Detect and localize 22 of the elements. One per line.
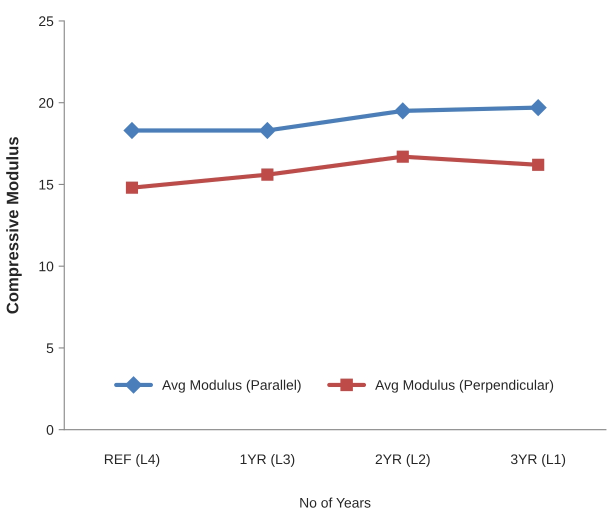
x-tick-label: REF (L4) [104,454,160,467]
point [261,168,274,181]
x-axis-title: No of Years [300,498,370,508]
x-tick-label: 1YR (L3) [240,454,294,467]
y-tick-label: 25 [39,16,54,26]
y-tick-label: 0 [46,425,54,435]
y-tick-label: 5 [46,343,54,354]
y-tick-label: 20 [39,98,54,108]
y-tick-label: 10 [39,262,54,272]
legend-label: Avg Modulus (Parallel) [162,380,301,393]
point [126,182,138,194]
point [530,99,547,116]
x-tick-label: 2YR (L2) [376,454,430,467]
point [394,102,412,120]
x-tick-label: 3YR (L1) [510,454,566,467]
point [396,150,409,163]
y-tick-label: 15 [39,180,54,190]
legend-label: Avg Modulus (Perpendicular) [375,380,554,393]
point [258,122,276,139]
point [532,158,544,171]
y-axis-title: Compressive Modulus [6,137,22,314]
point [124,122,140,139]
